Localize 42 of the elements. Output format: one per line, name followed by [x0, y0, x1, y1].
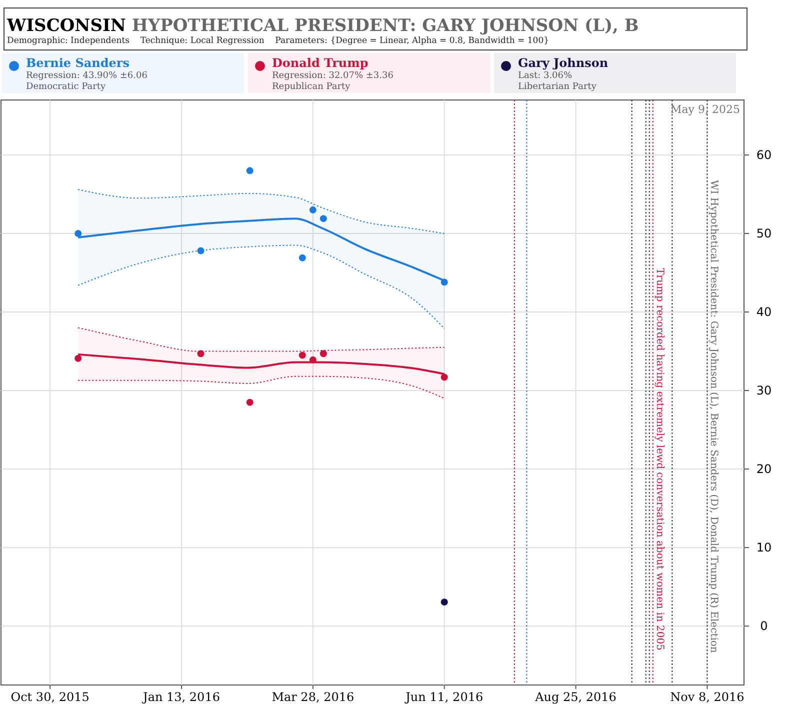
- ref-line-label: WI Hypothetical President: Gary Johnson (L), Bernie Sanders (D), Donald Trump (R) Election: [708, 180, 720, 654]
- chart-subtitle: Demographic: Independents Technique: Local Regression Parameters: {Degree = Linear, Alpha = 0.8, Bandwidth = 100}: [7, 36, 550, 46]
- point: [298, 352, 306, 359]
- y-tick-label: 20: [756, 462, 772, 476]
- legend-label: Gary Johnson: [518, 56, 608, 70]
- point: [298, 254, 306, 262]
- point: [440, 374, 448, 381]
- x-tick-label: Aug 25, 2016: [534, 690, 616, 704]
- point: [197, 350, 204, 358]
- y-tick-label: 30: [756, 384, 772, 398]
- x-tick-label: Nov 8, 2016: [670, 690, 744, 704]
- text: Regression: 43.90% ±6.06: [26, 71, 148, 81]
- x-tick-label: Jun 11, 2016: [404, 690, 484, 704]
- y-tick-label: 40: [756, 305, 772, 320]
- point: [440, 598, 448, 606]
- point: [320, 215, 327, 222]
- legend-label: Bernie Sanders: [26, 56, 130, 70]
- x-tick-label: Oct 30, 2015: [10, 690, 90, 704]
- point: [246, 167, 254, 174]
- text: Democratic Party: [26, 82, 107, 92]
- line-series: [78, 244, 445, 330]
- x-tick-label: Mar 28, 2016: [272, 690, 354, 704]
- y-tick-label: 10: [756, 540, 772, 555]
- point: [320, 350, 327, 358]
- point: [246, 398, 254, 406]
- point: [309, 206, 316, 214]
- text: Republican Party: [272, 82, 352, 92]
- y-tick-label: 50: [756, 226, 772, 240]
- legend-label: Donald Trump: [272, 56, 368, 70]
- text: Libertarian Party: [518, 82, 598, 92]
- line-series: [78, 376, 445, 399]
- ref-line-label: Trump recorded having extremely lewd conversation about women in 2005: [654, 268, 665, 650]
- y-tick-label: 60: [756, 148, 772, 162]
- y-tick-label: 0: [760, 619, 768, 634]
- line-series: [78, 189, 445, 234]
- chart-title: WISCONSIN HYPOTHETICAL PRESIDENT: GARY JOHNSON (L), B: [6, 16, 639, 36]
- point: [74, 354, 82, 362]
- text: Last: 3.06%: [518, 71, 573, 81]
- text: Regression: 32.07% ±3.36: [272, 71, 394, 81]
- x-tick-label: Jan 13, 2016: [141, 690, 220, 704]
- annotation: May 9, 2025: [670, 103, 740, 116]
- point: [74, 230, 82, 237]
